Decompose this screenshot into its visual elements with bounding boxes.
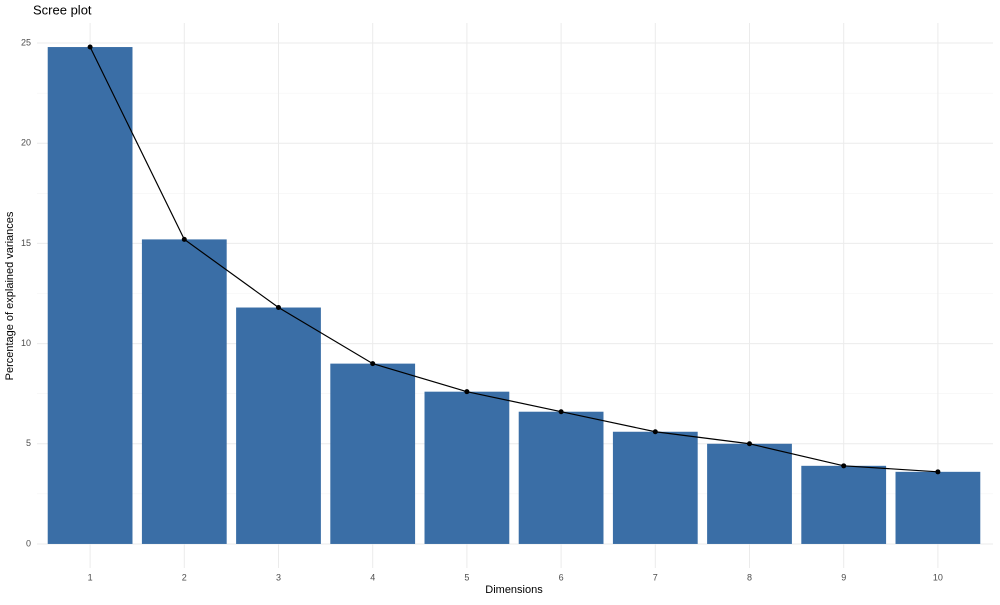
bar (895, 471, 981, 544)
point (87, 44, 93, 50)
x-tick-label: 9 (841, 572, 846, 582)
point (276, 305, 281, 311)
x-axis-label: Dimensions (485, 584, 543, 596)
x-tick-label: 2 (182, 572, 187, 582)
point (841, 463, 847, 469)
x-tick-label: 7 (653, 572, 658, 582)
chart-title: Scree plot (33, 2, 92, 17)
point (558, 409, 564, 415)
point (747, 441, 752, 447)
bar (330, 363, 416, 544)
y-tick-label: 25 (21, 37, 31, 47)
bar (47, 47, 133, 544)
x-tick-label: 4 (370, 572, 375, 582)
x-tick-label: 3 (276, 572, 281, 582)
y-tick-label: 5 (26, 438, 31, 448)
x-tick-label: 1 (88, 572, 93, 582)
y-tick-label: 20 (21, 138, 31, 148)
point (370, 361, 376, 367)
bar (801, 465, 887, 544)
point (935, 469, 941, 475)
y-axis-label: Percentage of explained variances (4, 211, 16, 380)
y-tick-label: 0 (26, 538, 31, 548)
point (652, 429, 658, 435)
point (464, 389, 470, 395)
y-tick-label: 15 (21, 238, 31, 248)
x-tick-label: 8 (747, 572, 752, 582)
x-tick-label: 10 (933, 572, 943, 582)
point (181, 236, 187, 242)
trend-line (89, 46, 938, 473)
bar (518, 411, 604, 544)
bar (424, 391, 510, 544)
x-tick-label: 5 (464, 572, 469, 582)
x-tick-label: 6 (559, 572, 564, 582)
bar (141, 239, 227, 544)
y-tick-label: 10 (21, 338, 31, 348)
bar (612, 431, 698, 544)
bar (236, 307, 321, 544)
bar (707, 443, 792, 544)
